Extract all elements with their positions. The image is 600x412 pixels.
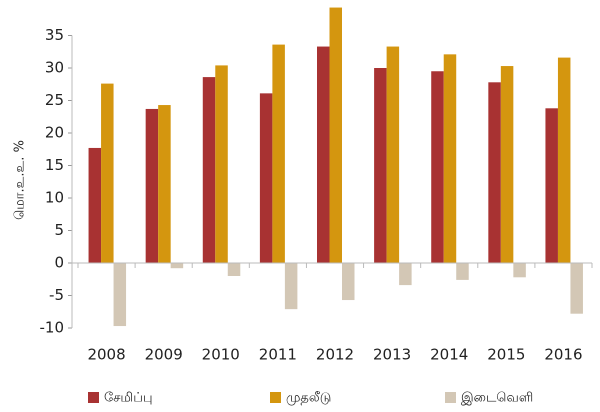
legend-swatch [88,392,99,403]
bar [101,83,114,263]
y-tick-label: 25 [45,91,64,109]
bar [557,57,571,263]
bar [456,263,469,280]
bar [317,46,330,263]
y-tick-label: 15 [45,156,64,174]
y-tick-label: -10 [40,319,65,337]
bar [202,77,216,263]
bar [158,105,171,263]
bar [513,263,526,278]
bar [329,7,342,263]
y-tick-label: 5 [54,221,64,239]
bar [500,66,514,263]
bar [488,82,501,263]
bar [227,263,241,276]
y-tick-label: 20 [45,124,64,142]
x-tick-label: 2013 [373,346,411,364]
x-tick-label: 2016 [544,346,582,364]
bar [342,263,355,301]
bar [215,65,228,264]
y-tick-label: 35 [45,26,64,44]
bar [443,54,457,263]
bar [170,263,184,269]
legend-swatch [445,392,456,403]
legend-label: முதலீடு [286,391,331,406]
x-tick-label: 2011 [259,346,297,364]
bar [399,263,412,286]
y-tick-label: -5 [49,286,64,304]
y-tick-label: 30 [45,59,64,77]
y-axis-label: மொ.உ.உ. % [13,140,28,220]
bar [259,93,273,263]
x-tick-label: 2015 [487,346,525,364]
legend-label: சேமிப்பு [104,391,153,406]
x-tick-label: 2012 [316,346,354,364]
legend-label: இடைவெளி [461,391,533,406]
bar [272,44,285,263]
x-tick-label: 2009 [145,346,183,364]
bar [386,46,400,263]
y-tick-label: 0 [54,254,64,272]
bar [113,263,127,327]
bar [570,263,583,314]
bar [284,263,298,310]
x-tick-label: 2014 [430,346,468,364]
x-tick-label: 2008 [87,346,125,364]
bar [545,108,558,263]
bar [88,147,102,263]
y-tick-label: 10 [45,189,64,207]
bar [374,68,387,263]
legend-swatch [270,392,281,403]
x-tick-label: 2010 [202,346,240,364]
bar [145,108,159,263]
bar [431,71,444,263]
